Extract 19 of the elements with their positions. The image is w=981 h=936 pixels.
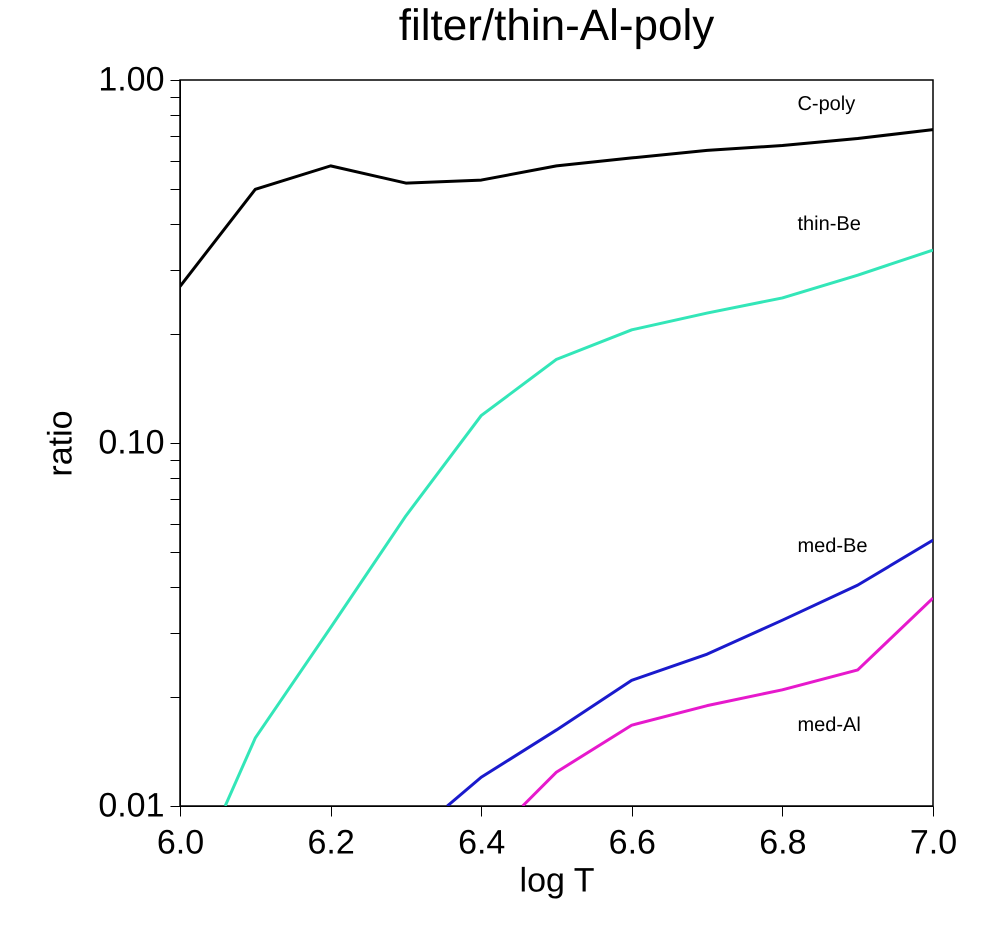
series-label: med-Al xyxy=(797,714,861,736)
series-label: med-Be xyxy=(797,535,868,558)
y-axis-title: ratio xyxy=(41,410,80,477)
series-label: C-poly xyxy=(797,93,856,116)
series-label: thin-Be xyxy=(797,212,861,235)
line-series xyxy=(521,596,933,806)
chart-title: filter/thin-Al-poly xyxy=(398,1,714,50)
y-tick-label: 0.10 xyxy=(98,424,164,462)
y-tick-label: 1.00 xyxy=(98,60,164,98)
y-tick-label: 0.01 xyxy=(98,786,164,824)
x-axis-title: log T xyxy=(520,862,594,900)
line-series xyxy=(224,248,933,806)
x-tick-label: 6.2 xyxy=(307,824,355,862)
line-series xyxy=(446,538,933,806)
x-tick-label: 6.4 xyxy=(458,824,506,862)
x-tick-label: 6.0 xyxy=(156,824,204,862)
x-tick-label: 6.6 xyxy=(608,824,656,862)
x-tick-label: 7.0 xyxy=(910,824,958,862)
x-tick-label: 6.8 xyxy=(759,824,807,862)
